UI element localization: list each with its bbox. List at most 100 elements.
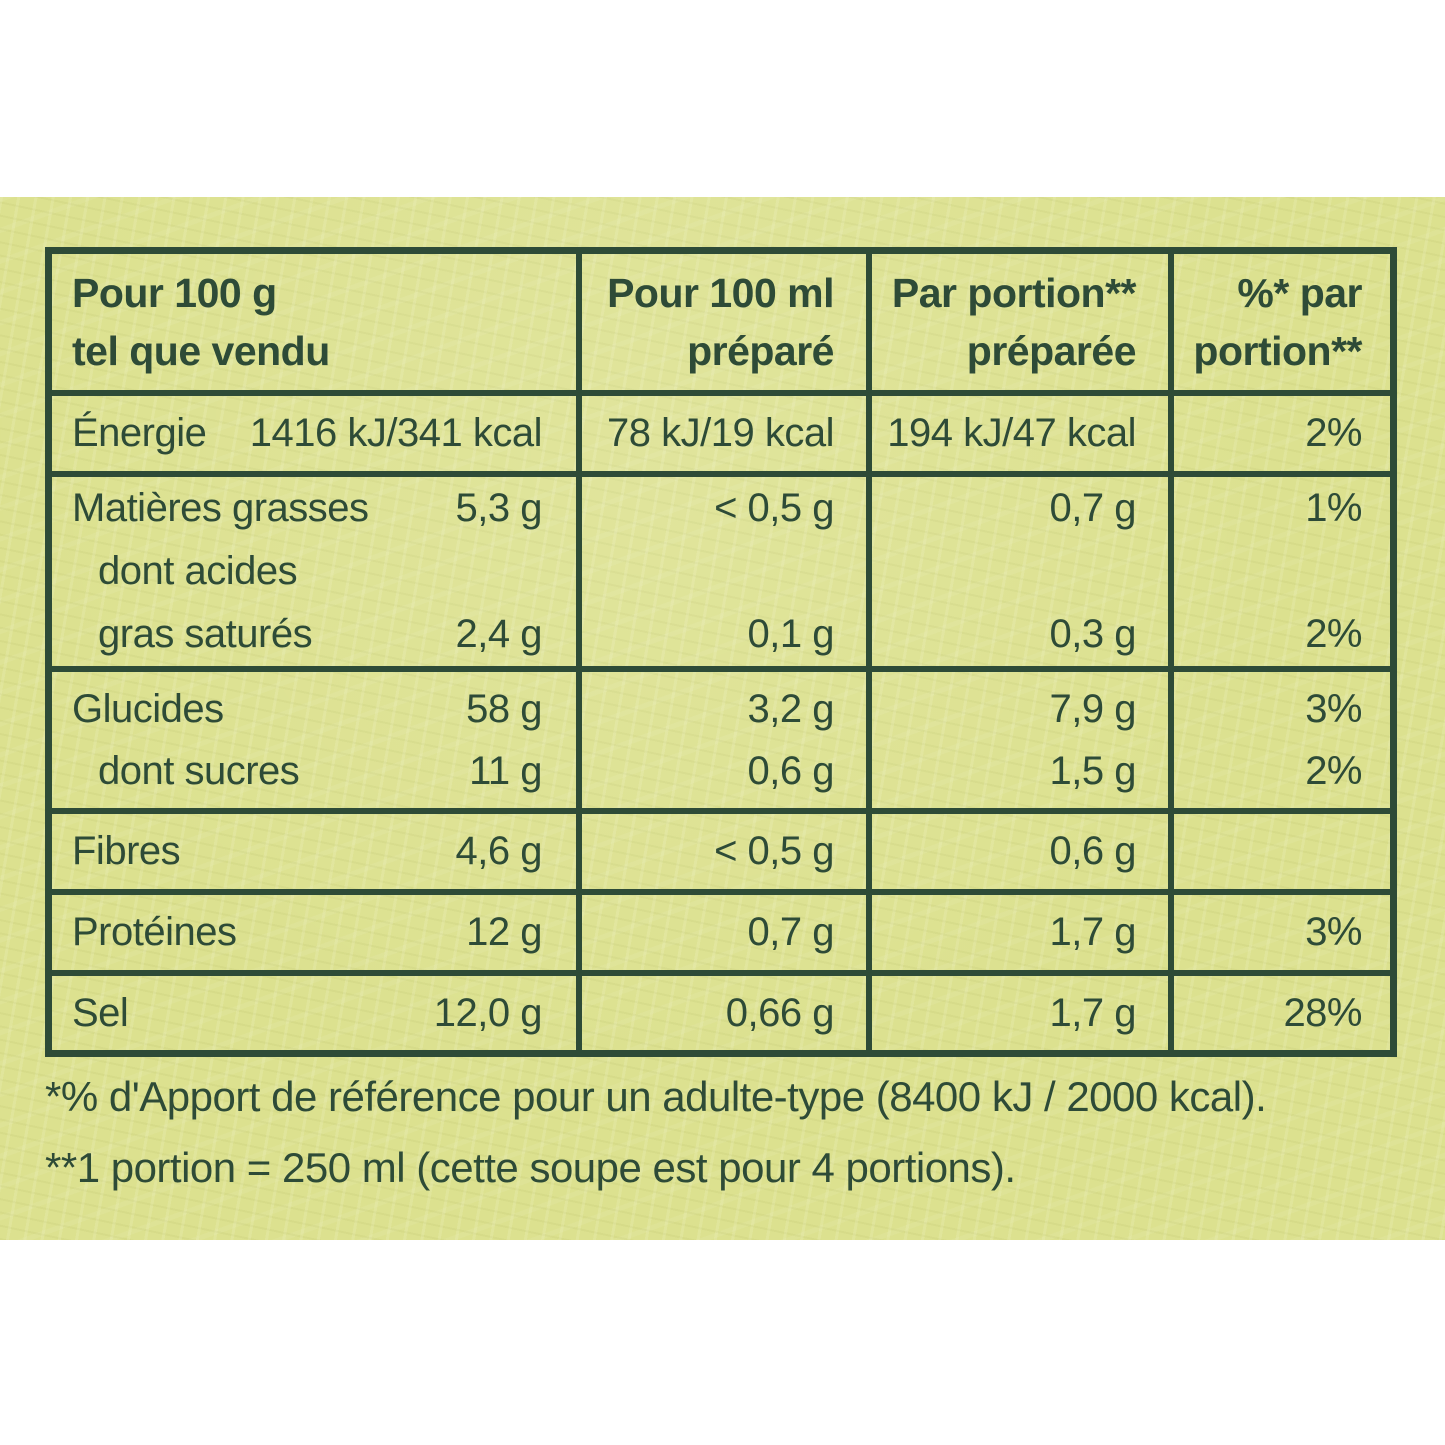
value-par-portion: 194 kJ/47 kcal <box>887 411 1136 455</box>
value-pct: 1% <box>1305 486 1362 530</box>
header-line: Par portion** <box>891 269 1137 316</box>
value-par-portion: 1,7 g <box>1049 910 1137 954</box>
value-par-portion: 1,5 g <box>1049 748 1137 793</box>
cell-par-portion: 194 kJ/47 kcal <box>866 396 1168 471</box>
value-per-100g: 11 g <box>469 748 542 793</box>
table-row-fibres: Fibres 4,6 g < 0,5 g 0,6 g <box>52 808 1390 889</box>
row-line: Énergie 1416 kJ/341 kcal <box>52 411 576 456</box>
cell-label-value: Protéines 12 g <box>52 895 576 970</box>
value-pct: 28% <box>1283 990 1362 1035</box>
value-per-100ml: 78 kJ/19 kcal <box>607 411 834 455</box>
value-per-100ml: 0,7 g <box>747 910 835 954</box>
header-line: préparé <box>687 327 834 374</box>
table-row-glucides: Glucides 58 g dont sucres 11 g 3,2 g 0,6… <box>52 666 1390 808</box>
cell-per-100ml: 0,66 g <box>576 976 866 1050</box>
cell-par-portion: 7,9 g 1,5 g <box>866 672 1168 808</box>
row-line: Sel 12,0 g <box>52 991 576 1036</box>
nutrient-label: Énergie <box>72 411 207 455</box>
header-line: préparée <box>966 327 1137 374</box>
value-pct: 3% <box>1305 686 1362 731</box>
header-per-100ml: Pour 100 ml préparé <box>576 254 866 390</box>
value-per-100ml: 0,1 g <box>747 612 835 656</box>
value-pct: 2% <box>1305 612 1362 656</box>
cell-per-100ml: 78 kJ/19 kcal <box>576 396 866 471</box>
value-par-portion: 0,3 g <box>1049 612 1137 656</box>
value-per-100ml <box>582 540 866 603</box>
table-row-matieres-grasses: Matières grasses 5,3 g dont acides gras … <box>52 471 1390 666</box>
cell-pct: 3% <box>1168 895 1390 970</box>
cell-per-100ml: < 0,5 g <box>576 814 866 889</box>
row-line: dont acides <box>52 540 576 603</box>
value-per-100g: 5,3 g <box>455 486 543 530</box>
cell-label-value: Matières grasses 5,3 g dont acides gras … <box>52 477 576 666</box>
nutrient-label: Fibres <box>72 829 181 873</box>
cell-pct: 1% 2% <box>1168 477 1390 666</box>
table-header-row: Pour 100 g tel que vendu Pour 100 ml pré… <box>52 254 1390 390</box>
cell-par-portion: 0,7 g 0,3 g <box>866 477 1168 666</box>
value-per-100g: 12 g <box>466 910 542 954</box>
value-par-portion <box>872 540 1168 603</box>
cell-pct <box>1168 814 1390 889</box>
value-per-100g: 2,4 g <box>455 612 543 656</box>
table-row-sel: Sel 12,0 g 0,66 g 1,7 g 28% <box>52 970 1390 1050</box>
footnotes: *% d'Apport de référence pour un adulte-… <box>45 1072 1405 1193</box>
value-pct: 3% <box>1305 910 1362 954</box>
cell-label-value: Glucides 58 g dont sucres 11 g <box>52 672 576 808</box>
nutrition-table: Pour 100 g tel que vendu Pour 100 ml pré… <box>45 247 1397 1057</box>
value-per-100ml: 3,2 g <box>747 686 835 731</box>
row-line: Protéines 12 g <box>52 910 576 955</box>
label-background: Pour 100 g tel que vendu Pour 100 ml pré… <box>0 197 1445 1240</box>
value-par-portion: 7,9 g <box>1049 686 1137 731</box>
row-line: Fibres 4,6 g <box>52 829 576 874</box>
row-line: gras saturés 2,4 g <box>52 603 576 666</box>
value-per-100g: 4,6 g <box>455 829 543 873</box>
cell-per-100ml: 0,7 g <box>576 895 866 970</box>
nutrient-sublabel: dont sucres <box>98 748 300 793</box>
nutrient-sublabel: dont acides <box>98 549 298 593</box>
cell-par-portion: 1,7 g <box>866 895 1168 970</box>
header-par-portion: Par portion** préparée <box>866 254 1168 390</box>
cell-pct: 28% <box>1168 976 1390 1050</box>
header-line: tel que vendu <box>72 327 330 374</box>
value-per-100ml: 0,6 g <box>747 748 835 793</box>
value-pct: 2% <box>1305 748 1362 793</box>
nutrient-label: Matières grasses <box>72 486 369 530</box>
table-row-energie: Énergie 1416 kJ/341 kcal 78 kJ/19 kcal 1… <box>52 390 1390 471</box>
value-per-100ml: < 0,5 g <box>714 486 834 530</box>
value-par-portion: 0,7 g <box>1049 486 1137 530</box>
table-row-proteines: Protéines 12 g 0,7 g 1,7 g 3% <box>52 889 1390 970</box>
header-pct-portion: %* par portion** <box>1168 254 1390 390</box>
nutrient-label: Glucides <box>72 686 224 731</box>
row-line: Matières grasses 5,3 g <box>52 477 576 540</box>
footnote-portion-size: **1 portion = 250 ml (cette soupe est po… <box>45 1144 1016 1191</box>
cell-pct: 3% 2% <box>1168 672 1390 808</box>
value-per-100g: 58 g <box>466 686 542 731</box>
cell-pct: 2% <box>1168 396 1390 471</box>
nutrient-sublabel: gras saturés <box>98 612 313 656</box>
value-pct <box>1174 540 1390 603</box>
cell-per-100ml: < 0,5 g 0,1 g <box>576 477 866 666</box>
row-line: Glucides 58 g <box>52 678 576 740</box>
footnote-reference-intake: *% d'Apport de référence pour un adulte-… <box>45 1073 1267 1120</box>
cell-label-value: Sel 12,0 g <box>52 976 576 1050</box>
cell-par-portion: 0,6 g <box>866 814 1168 889</box>
cell-label-value: Fibres 4,6 g <box>52 814 576 889</box>
value-per-100ml: 0,66 g <box>725 990 835 1035</box>
value-per-100g: 12,0 g <box>433 990 543 1035</box>
nutrient-label: Sel <box>72 990 129 1035</box>
cell-label-value: Énergie 1416 kJ/341 kcal <box>52 396 576 471</box>
header-per-100g: Pour 100 g tel que vendu <box>52 254 576 390</box>
header-line: Pour 100 g <box>72 269 277 316</box>
value-par-portion: 0,6 g <box>1049 829 1137 873</box>
header-line: portion** <box>1193 327 1362 374</box>
header-line: %* par <box>1237 269 1362 316</box>
cell-per-100ml: 3,2 g 0,6 g <box>576 672 866 808</box>
value-per-100ml: < 0,5 g <box>714 829 834 873</box>
row-line: dont sucres 11 g <box>52 740 576 802</box>
value-per-100g: 1416 kJ/341 kcal <box>249 411 543 455</box>
value-par-portion: 1,7 g <box>1049 990 1137 1035</box>
header-line: Pour 100 ml <box>607 269 834 316</box>
cell-par-portion: 1,7 g <box>866 976 1168 1050</box>
value-pct: 2% <box>1305 411 1362 455</box>
